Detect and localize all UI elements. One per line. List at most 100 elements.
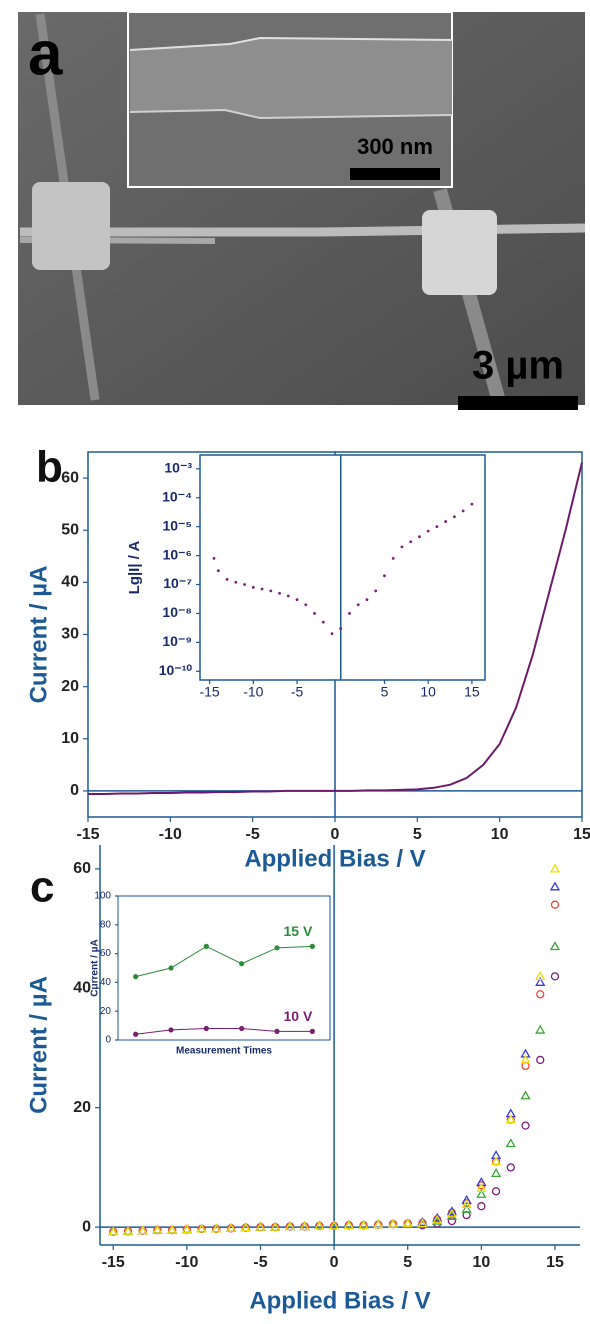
data-point bbox=[461, 1199, 472, 1209]
inset-background bbox=[200, 455, 485, 680]
plot-frame bbox=[117, 895, 331, 1041]
data-point bbox=[168, 965, 174, 971]
data-point bbox=[309, 943, 315, 950]
x-tick-label: 10 bbox=[472, 1254, 490, 1271]
data-line bbox=[135, 1027, 313, 1035]
x-tick-label: 15 bbox=[464, 684, 480, 700]
data-point bbox=[321, 620, 325, 624]
data-point bbox=[417, 1218, 428, 1228]
data-point bbox=[402, 1218, 413, 1228]
data-point bbox=[477, 1202, 486, 1211]
data-point bbox=[383, 574, 386, 578]
data-point bbox=[330, 632, 334, 636]
data-point bbox=[453, 515, 456, 519]
data-point bbox=[432, 1214, 443, 1224]
data-point bbox=[505, 1114, 516, 1124]
x-tick-label: 5 bbox=[413, 826, 422, 843]
panel-label: c bbox=[30, 863, 54, 912]
data-point bbox=[108, 1226, 119, 1236]
data-point bbox=[490, 1156, 502, 1166]
data-point bbox=[535, 1024, 546, 1034]
data-point bbox=[520, 1054, 531, 1064]
y-tick-label: 40 bbox=[61, 574, 79, 591]
data-point bbox=[225, 578, 229, 581]
y-tick-label: 20 bbox=[73, 1099, 91, 1116]
data-point bbox=[216, 569, 220, 573]
data-point bbox=[269, 589, 273, 593]
x-axis-title: Applied Bias / V bbox=[244, 845, 425, 872]
data-point bbox=[299, 1221, 310, 1231]
data-point bbox=[196, 1223, 207, 1233]
data-point bbox=[373, 1219, 384, 1229]
data-point bbox=[295, 598, 299, 602]
y-tick-label: 10⁻⁸ bbox=[162, 604, 192, 620]
x-tick-label: 15 bbox=[546, 1254, 564, 1271]
data-point bbox=[270, 1221, 281, 1231]
data-point bbox=[549, 881, 561, 891]
y-tick-label: 50 bbox=[61, 521, 79, 538]
y-tick-label: 10⁻⁴ bbox=[162, 488, 192, 504]
y-tick-label: 10⁻⁹ bbox=[162, 633, 192, 649]
data-point bbox=[446, 1206, 458, 1216]
data-point bbox=[251, 585, 255, 589]
data-point bbox=[286, 594, 290, 598]
data-point bbox=[278, 591, 281, 595]
data-point bbox=[284, 1221, 296, 1231]
y-axis-title: Current / µA bbox=[25, 566, 52, 704]
y-axis-title: Current / µA bbox=[25, 976, 52, 1114]
data-point bbox=[309, 1028, 315, 1034]
x-tick-label: 5 bbox=[403, 1254, 412, 1271]
data-point bbox=[491, 1187, 501, 1196]
data-point bbox=[313, 612, 316, 615]
x-axis-title: Applied Bias / V bbox=[249, 1287, 430, 1314]
data-point bbox=[447, 1216, 457, 1226]
y-axis-title: Current / µA bbox=[90, 939, 101, 996]
data-point bbox=[387, 1218, 399, 1228]
data-point bbox=[240, 1222, 251, 1232]
data-point bbox=[400, 545, 404, 549]
data-point bbox=[181, 1224, 192, 1234]
x-tick-label: -10 bbox=[175, 1254, 198, 1271]
data-point bbox=[409, 540, 413, 544]
x-axis-title: Measurement Times bbox=[176, 1046, 272, 1057]
y-tick-label: 0 bbox=[82, 1218, 91, 1235]
y-tick-label: 40 bbox=[100, 977, 112, 988]
data-point bbox=[470, 502, 474, 506]
data-point bbox=[133, 1031, 139, 1037]
series-label: 15 V bbox=[284, 923, 313, 939]
data-line bbox=[135, 945, 313, 978]
data-point bbox=[168, 1027, 174, 1033]
data-point bbox=[211, 1223, 222, 1233]
data-point bbox=[446, 1211, 458, 1220]
data-point bbox=[536, 1055, 545, 1065]
y-tick-label: 60 bbox=[73, 860, 91, 877]
data-point bbox=[535, 977, 546, 986]
y-tick-label: 100 bbox=[94, 891, 111, 902]
y-tick-label: 10 bbox=[61, 730, 79, 747]
data-point bbox=[550, 972, 560, 981]
y-tick-label: 0 bbox=[105, 1035, 111, 1046]
y-tick-label: 40 bbox=[73, 980, 91, 997]
data-point bbox=[356, 603, 360, 607]
data-point bbox=[505, 1138, 516, 1148]
data-point bbox=[446, 1208, 458, 1218]
data-point bbox=[239, 961, 245, 967]
data-point bbox=[549, 941, 561, 951]
data-point bbox=[374, 589, 378, 593]
y-tick-label: 10⁻¹⁰ bbox=[159, 662, 193, 678]
data-point bbox=[212, 556, 216, 560]
data-point bbox=[506, 1163, 515, 1172]
data-point bbox=[476, 1188, 487, 1198]
data-point bbox=[122, 1225, 134, 1235]
y-tick-label: 0 bbox=[70, 782, 79, 799]
plot-frame bbox=[199, 454, 486, 681]
y-tick-label: 30 bbox=[61, 626, 79, 643]
data-line bbox=[88, 462, 583, 796]
x-tick-label: -10 bbox=[243, 684, 263, 700]
data-point bbox=[426, 529, 430, 533]
y-tick-label: 10⁻⁶ bbox=[163, 546, 192, 562]
data-point bbox=[391, 556, 395, 560]
data-point bbox=[343, 1219, 354, 1229]
